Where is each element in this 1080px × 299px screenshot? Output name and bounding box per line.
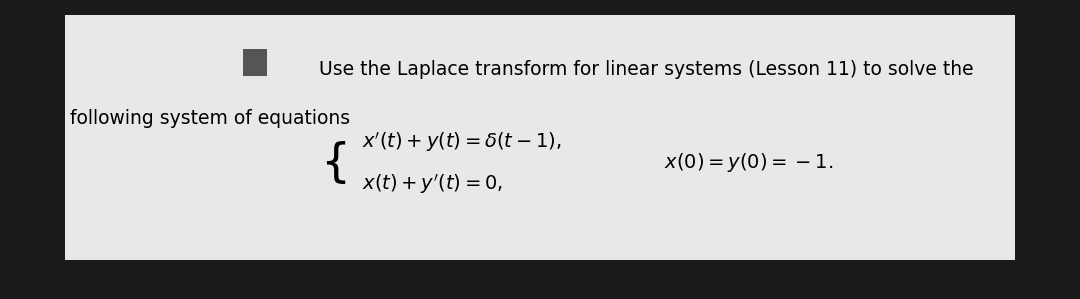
Text: $x(t) + y'(t) = 0,$: $x(t) + y'(t) = 0,$ [362, 172, 503, 196]
FancyBboxPatch shape [243, 49, 267, 76]
Text: Use the Laplace transform for linear systems (Lesson 11) to solve the: Use the Laplace transform for linear sys… [319, 60, 973, 79]
FancyBboxPatch shape [65, 15, 1015, 260]
Text: following system of equations: following system of equations [70, 109, 350, 128]
Text: $\{$: $\{$ [320, 139, 346, 187]
Text: $x'(t) + y(t) = \delta(t-1),$: $x'(t) + y(t) = \delta(t-1),$ [362, 130, 562, 154]
Text: $x(0) = y(0) = -1.$: $x(0) = y(0) = -1.$ [664, 152, 834, 174]
